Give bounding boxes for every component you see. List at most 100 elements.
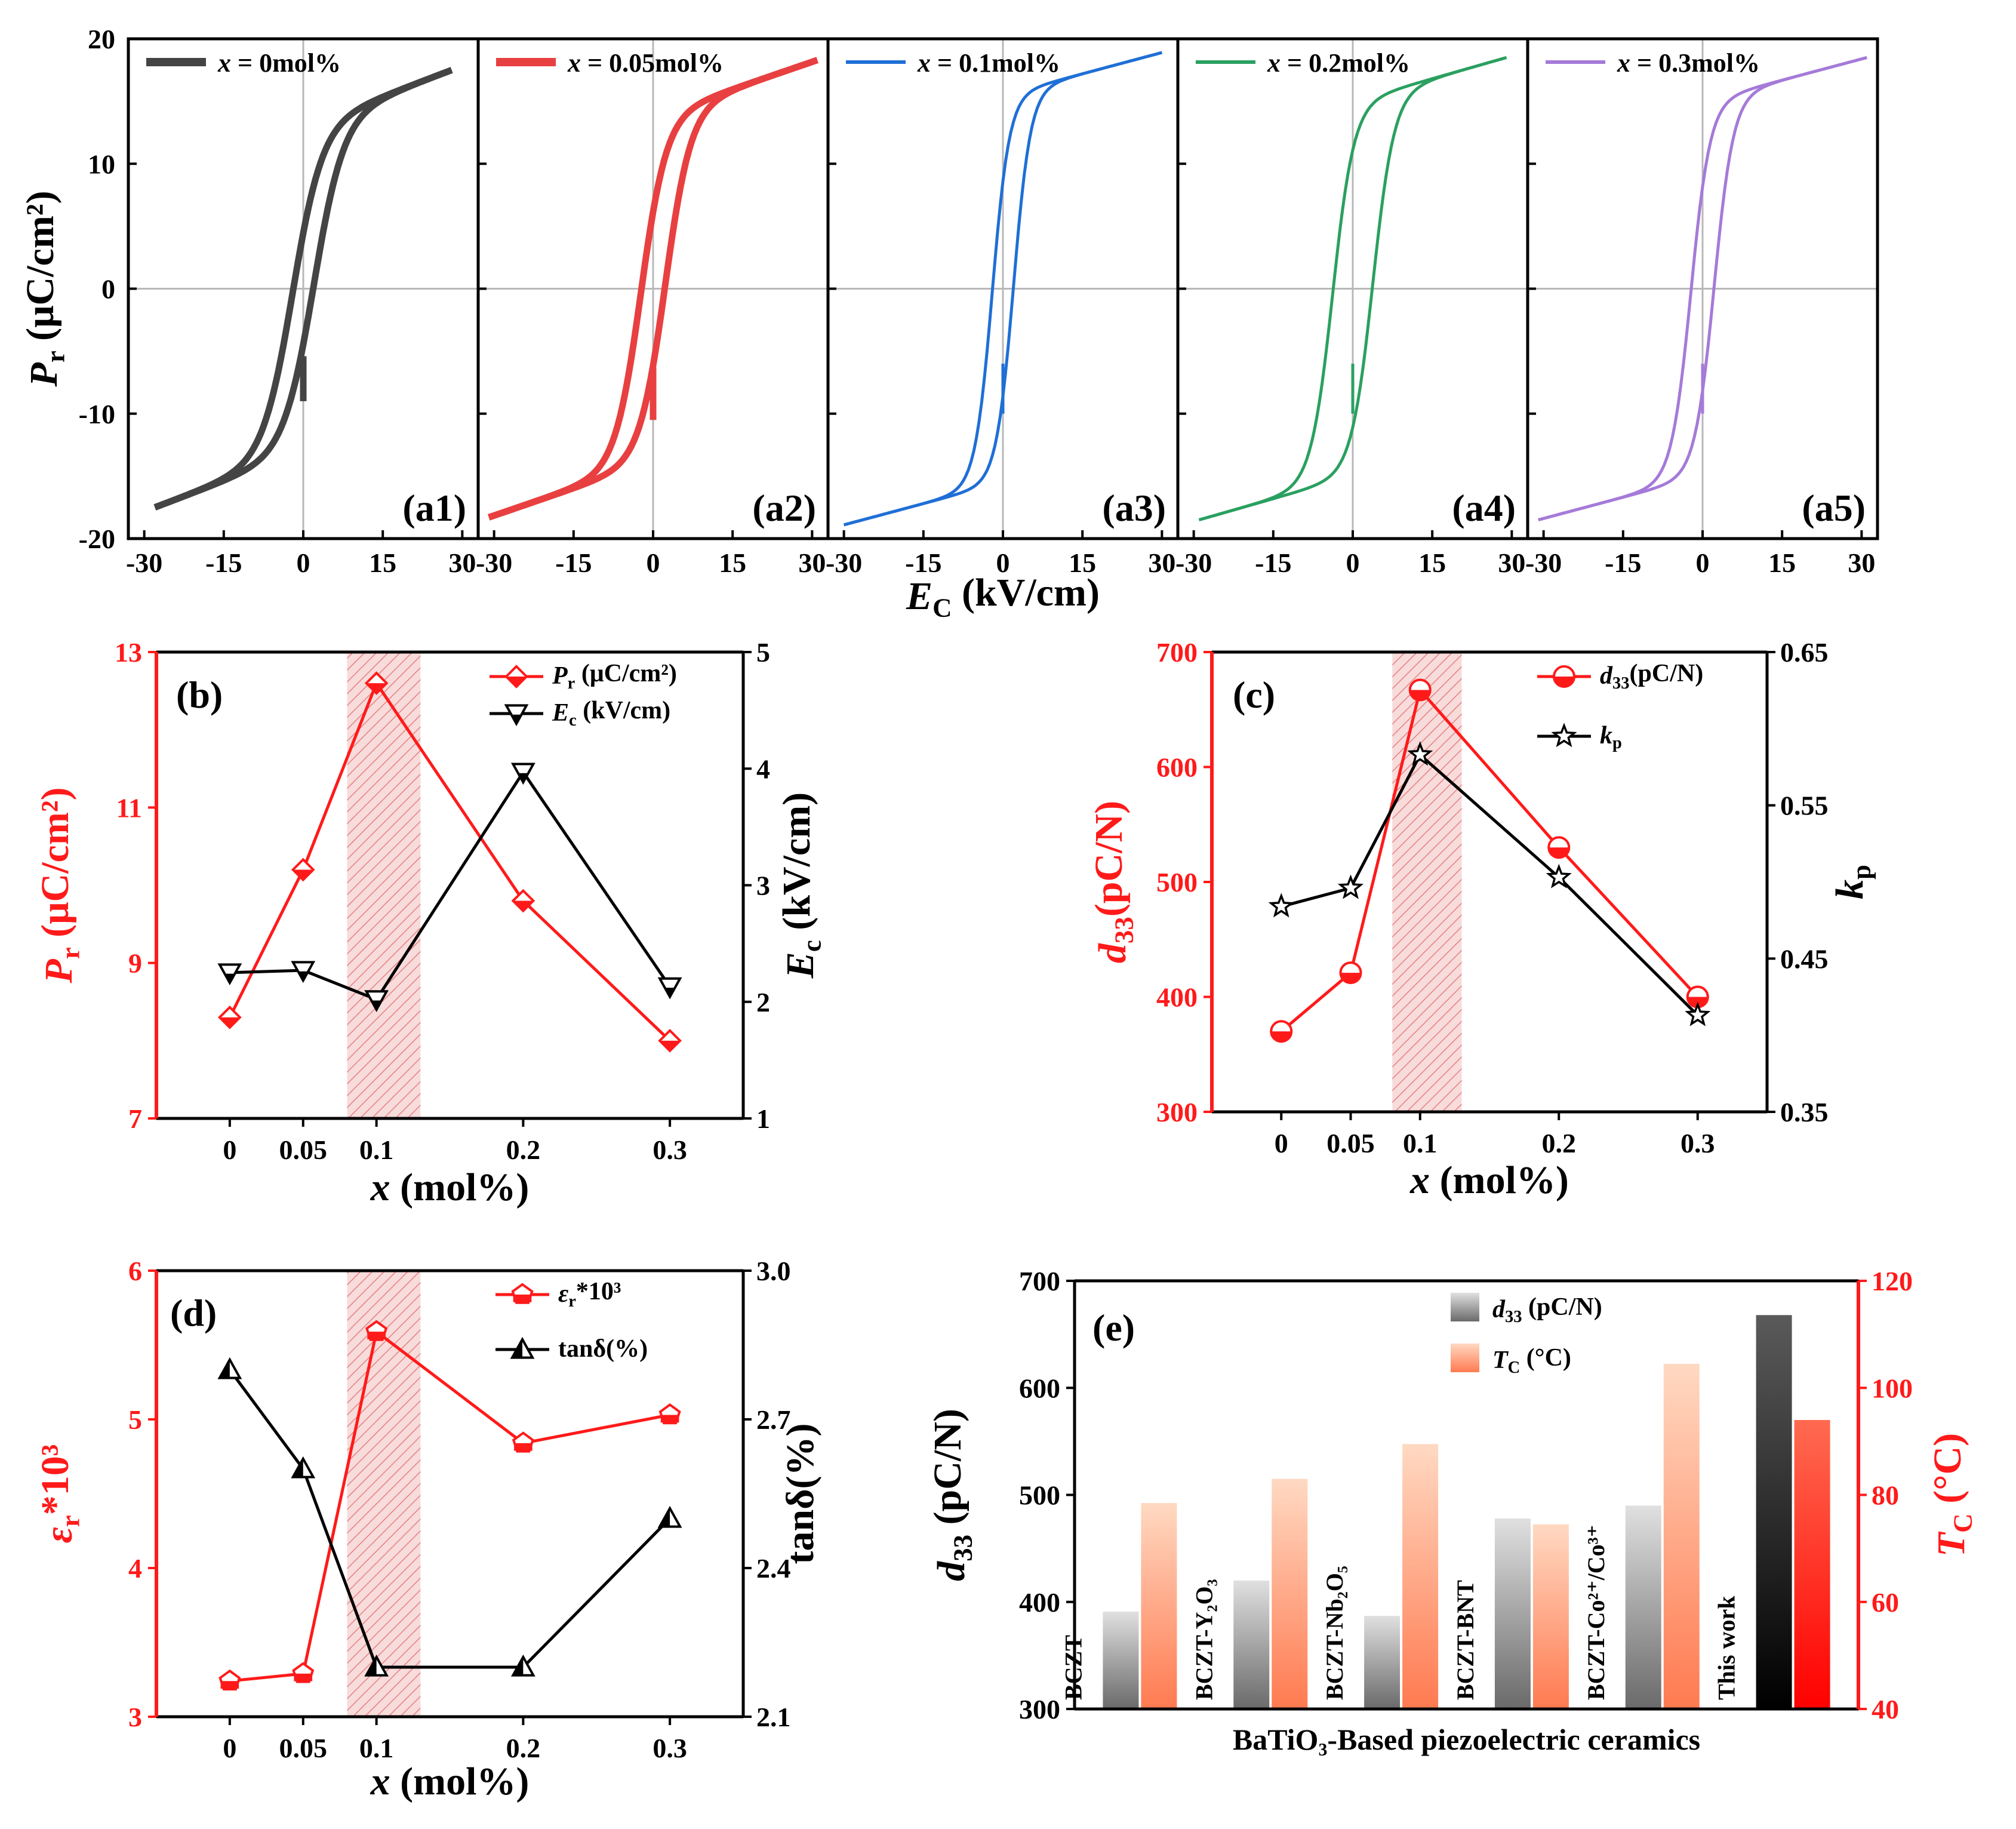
x-tick-label: 0.3 [652,1135,687,1165]
x-axis-title: x (mol%) [370,1166,530,1209]
x-tick-label: 30 [798,548,826,578]
x-tick-label: 0.1 [359,1733,394,1763]
data-point-2-3-fill [371,1000,381,1010]
x-tick-label: 0 [996,548,1010,578]
x-tick-label: 0 [223,1733,236,1763]
y-right-tick-label: 3 [756,871,770,901]
y-left-tick-label: 500 [1156,867,1198,897]
y-left-tick-label: 6 [128,1256,142,1286]
panel-tag: (c) [1233,674,1275,716]
x-tick-label: 15 [1768,548,1796,578]
hysteresis-subplot-5: -30 -15 0 15 30 x = 0.3mol% (a5) [1525,37,1879,578]
y-left-tick-label: 3 [128,1702,142,1732]
x-tick-label: 30 [1498,548,1525,578]
bar-tc-5 [1663,1363,1700,1709]
x-tick-label: -30 [826,548,862,578]
data-point-2-2 [291,961,316,983]
y-left-title: d33(pC/N) [1087,801,1138,963]
legend-label: kp [1600,722,1622,752]
y-right-title: Ec (kV/cm) [775,792,826,979]
x-axis-title: EC (kV/cm) [906,571,1100,622]
y-right-tick-label: 120 [1872,1266,1913,1296]
y-right-tick-label: 1 [756,1103,770,1134]
category-label: BCZT-Co²⁺/Co³⁺ [1583,1524,1609,1700]
data-point-1-4-fill [1549,847,1569,858]
panel-tag: (b) [176,674,223,716]
data-point-2-4-fill [513,1657,524,1676]
data-point-2-3 [1407,741,1433,766]
x-tick-label: 0.3 [1680,1128,1715,1158]
legend-swatch-tc [1451,1344,1479,1372]
legend-label-d33: d33 (pC/N) [1492,1293,1602,1326]
data-point-2-1-fill [225,973,235,983]
bar-tc-4 [1532,1524,1569,1709]
data-point-2-2-fill [293,1459,303,1477]
y-left-tick-label: 700 [1019,1266,1060,1296]
hysteresis-subplot-4: -30 -15 0 15 30 x = 0.2mol% (a4) [1175,37,1529,578]
bar-d33-4 [1494,1518,1531,1709]
bar-d33-1 [1103,1611,1139,1709]
x-tick-label: 0.1 [1403,1128,1438,1158]
legend-label-tc: TC (°C) [1492,1344,1571,1377]
x-tick-label: 15 [1418,548,1446,578]
legend-label: εr*10³ [558,1278,621,1311]
highlight-band [1392,652,1462,1112]
y-left-tick-label: 500 [1019,1480,1060,1511]
legend-label: d33(pC/N) [1600,660,1703,693]
data-point-1-3-fill [367,1332,386,1339]
y-tick-label: 0 [101,274,115,305]
loop-branch-descending [1198,56,1507,522]
y-right-tick-label: 80 [1872,1480,1899,1511]
y-tick-label: 20 [88,24,115,54]
x-tick-label: 30 [1148,548,1175,578]
y-right-tick-label: 60 [1872,1587,1899,1618]
y-left-tick-label: 13 [115,637,142,668]
y-left-tick-label: 7 [128,1103,142,1134]
y-right-tick-label: 100 [1872,1373,1913,1403]
data-point-1-5-fill [660,1415,679,1423]
x-tick-label: -15 [205,548,242,578]
data-point-1-2-fill [1340,973,1361,983]
series-line-1 [229,1329,670,1683]
bar-tc-3 [1402,1444,1439,1709]
y-right-tick-label: 0.65 [1780,637,1829,668]
y-right-title: kp [1828,865,1876,899]
bar-d33-6 [1756,1315,1792,1709]
data-point-2-4 [1546,863,1572,889]
data-point-1-1-fill [1271,1031,1292,1042]
x-tick-label: 30 [448,548,476,578]
subplot-tag: (a1) [402,487,466,529]
subplot-tag: (a2) [752,487,816,529]
x-tick-label: 0 [1696,548,1710,578]
data-point-1-2-fill [293,869,313,880]
subplot-tag: (a3) [1102,487,1166,529]
x-tick-label: 15 [369,548,396,578]
legend-marker-fill [512,1339,522,1358]
category-label: BCZT-BNT [1452,1580,1479,1700]
panel-a-hysteresis: -30 -15 0 15 30 x = 0mol% (a1) -30 -15 0 15 30 x = 0… [19,24,1879,623]
y-right-tick-label: 2.1 [756,1702,791,1732]
category-label: This work [1713,1596,1740,1700]
y-tick-label: 10 [88,149,115,179]
x-axis-title: BaTiO₃-Based piezoelectric ceramics [1233,1723,1700,1756]
data-point-2-1 [1268,893,1294,918]
y-left-tick-label: 300 [1019,1694,1060,1725]
x-tick-label: -15 [555,548,592,578]
x-tick-label: 0 [223,1135,236,1165]
x-tick-label: 0.05 [279,1733,328,1763]
x-tick-label: 30 [1848,548,1875,578]
highlight-band [347,1271,421,1717]
y-right-tick-label: 2 [756,987,770,1018]
y-right-tick-label: 0.55 [1780,791,1829,821]
series-label: x = 0.2mol% [1267,48,1410,78]
legend-marker-fill [512,714,521,724]
y-left-tick-label: 11 [116,792,142,823]
x-tick-label: 0 [1346,548,1360,578]
bar-tc-2 [1272,1478,1308,1709]
series-label: x = 0.1mol% [917,48,1060,78]
x-tick-label: 0 [1275,1128,1288,1158]
y-left-tick-label: 400 [1156,982,1198,1013]
x-tick-label: 15 [1069,548,1096,578]
data-point-1-4-fill [514,1443,533,1451]
